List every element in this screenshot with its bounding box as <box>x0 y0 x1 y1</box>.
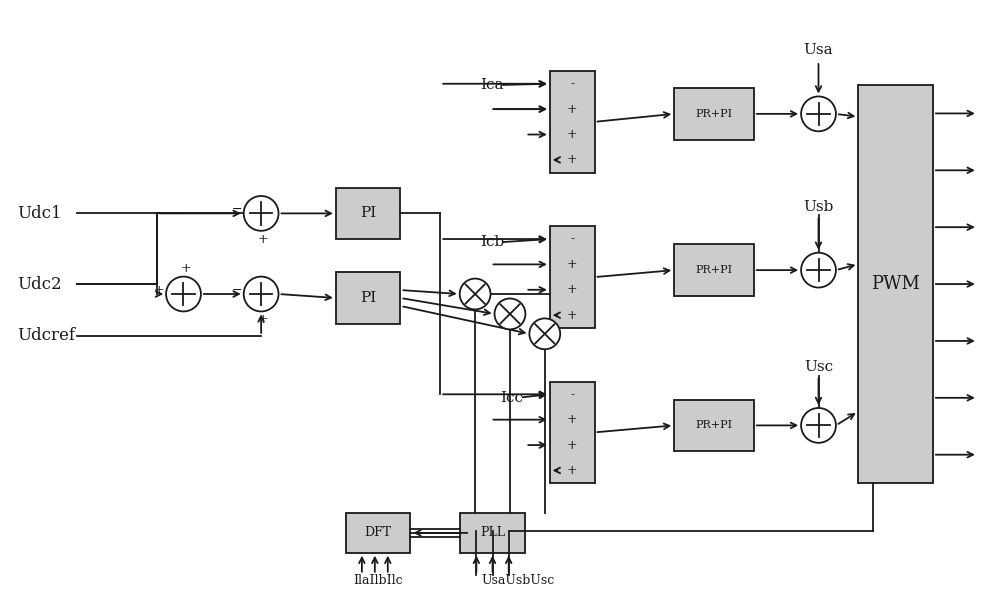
Text: +: + <box>258 233 268 246</box>
Bar <box>550 226 595 328</box>
Text: PI: PI <box>360 206 376 220</box>
Text: +: + <box>567 413 577 426</box>
Text: +: + <box>567 283 577 296</box>
Text: PR+PI: PR+PI <box>695 265 733 275</box>
Text: +: + <box>567 438 577 451</box>
Text: Icc: Icc <box>500 390 523 405</box>
Circle shape <box>801 96 836 131</box>
Circle shape <box>244 196 279 231</box>
Text: Udc1: Udc1 <box>17 205 62 222</box>
Text: PR+PI: PR+PI <box>695 109 733 119</box>
Text: Udcref: Udcref <box>17 327 75 345</box>
Circle shape <box>529 318 560 349</box>
Text: IlaIlbIlc: IlaIlbIlc <box>354 574 403 587</box>
Bar <box>674 400 754 451</box>
Circle shape <box>495 299 525 329</box>
Text: Icb: Icb <box>480 235 504 249</box>
Text: +: + <box>258 314 268 327</box>
Bar <box>858 85 933 483</box>
Text: −: − <box>231 203 242 216</box>
Text: +: + <box>567 128 577 141</box>
Text: PLL: PLL <box>480 526 505 539</box>
Text: +: + <box>567 309 577 322</box>
Circle shape <box>244 277 279 311</box>
Bar <box>336 188 400 239</box>
Bar <box>460 513 525 553</box>
Text: +: + <box>567 258 577 271</box>
Text: Usb: Usb <box>803 200 834 214</box>
Circle shape <box>801 408 836 443</box>
Text: +: + <box>567 153 577 166</box>
Text: Usa: Usa <box>804 43 833 57</box>
Circle shape <box>460 279 491 309</box>
Text: −: − <box>231 283 242 296</box>
Bar <box>550 71 595 173</box>
Text: Udc2: Udc2 <box>17 276 62 293</box>
Text: -: - <box>570 388 574 401</box>
Text: -: - <box>570 77 574 90</box>
Text: +: + <box>567 103 577 116</box>
Text: Ica: Ica <box>480 78 504 92</box>
Text: PWM: PWM <box>871 275 920 293</box>
Text: UsaUsbUsc: UsaUsbUsc <box>481 574 555 587</box>
Bar <box>674 244 754 296</box>
Bar <box>674 88 754 140</box>
Circle shape <box>166 277 201 311</box>
Text: +: + <box>180 261 191 274</box>
Bar <box>336 272 400 324</box>
Bar <box>550 381 595 483</box>
Bar <box>346 513 410 553</box>
Text: -: - <box>570 232 574 245</box>
Text: DFT: DFT <box>365 526 392 539</box>
Circle shape <box>801 252 836 287</box>
Text: +: + <box>567 464 577 477</box>
Text: Usc: Usc <box>804 359 833 374</box>
Text: +: + <box>153 283 164 296</box>
Text: PI: PI <box>360 291 376 305</box>
Text: PR+PI: PR+PI <box>695 421 733 431</box>
